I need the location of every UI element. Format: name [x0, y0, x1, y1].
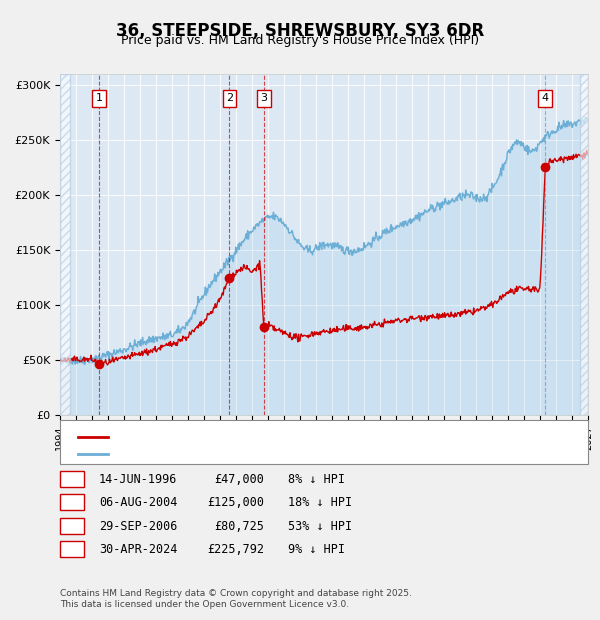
Text: 30-APR-2024: 30-APR-2024	[99, 544, 178, 556]
Text: 36, STEEPSIDE, SHREWSBURY, SY3 6DR (semi-detached house): 36, STEEPSIDE, SHREWSBURY, SY3 6DR (semi…	[114, 432, 444, 442]
Text: £225,792: £225,792	[207, 544, 264, 556]
Text: 3: 3	[260, 93, 268, 104]
Bar	[60, 74, 68, 415]
Text: 4: 4	[68, 544, 76, 556]
Text: 14-JUN-1996: 14-JUN-1996	[99, 473, 178, 485]
Text: 1: 1	[68, 473, 76, 485]
Text: 1: 1	[95, 93, 103, 104]
Text: 8% ↓ HPI: 8% ↓ HPI	[288, 473, 345, 485]
Text: 2: 2	[68, 497, 76, 509]
Text: 4: 4	[542, 93, 549, 104]
Text: 2: 2	[226, 93, 233, 104]
Text: 18% ↓ HPI: 18% ↓ HPI	[288, 497, 352, 509]
Text: £125,000: £125,000	[207, 497, 264, 509]
Text: £47,000: £47,000	[214, 473, 264, 485]
Text: HPI: Average price, semi-detached house, Shropshire: HPI: Average price, semi-detached house,…	[114, 449, 392, 459]
Text: 06-AUG-2004: 06-AUG-2004	[99, 497, 178, 509]
Text: £80,725: £80,725	[214, 520, 264, 533]
Bar	[60, 74, 70, 415]
Text: 3: 3	[68, 520, 76, 533]
Text: Contains HM Land Registry data © Crown copyright and database right 2025.
This d: Contains HM Land Registry data © Crown c…	[60, 590, 412, 609]
Text: Price paid vs. HM Land Registry's House Price Index (HPI): Price paid vs. HM Land Registry's House …	[121, 34, 479, 47]
Text: 36, STEEPSIDE, SHREWSBURY, SY3 6DR: 36, STEEPSIDE, SHREWSBURY, SY3 6DR	[116, 22, 484, 40]
Text: 53% ↓ HPI: 53% ↓ HPI	[288, 520, 352, 533]
Bar	[580, 74, 588, 415]
Text: 29-SEP-2006: 29-SEP-2006	[99, 520, 178, 533]
Text: 9% ↓ HPI: 9% ↓ HPI	[288, 544, 345, 556]
